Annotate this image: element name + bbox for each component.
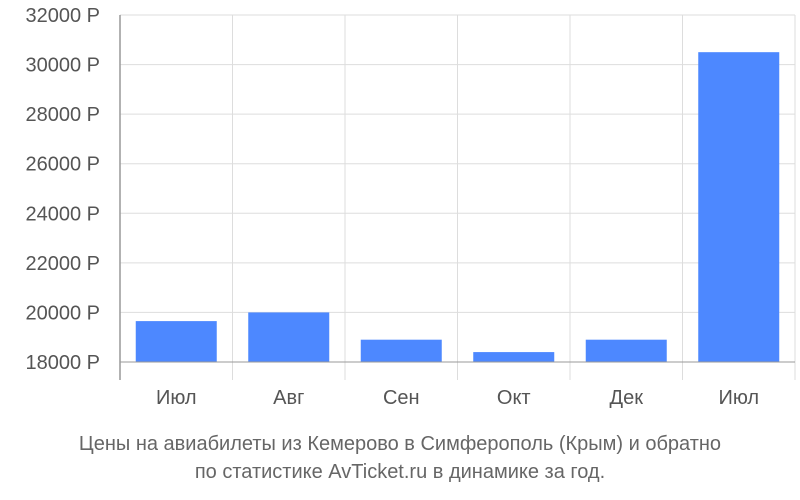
y-tick-labels: 18000 Р 20000 Р 22000 Р 24000 Р 26000 Р 28000… <box>25 5 100 374</box>
x-tick-label: Сен <box>383 387 420 409</box>
y-tick-label: 30000 Р <box>25 55 100 77</box>
chart-caption: Цены на авиабилеты из Кемерово в Симферо… <box>0 430 800 486</box>
y-tick-label: 32000 Р <box>25 5 100 27</box>
y-tick-label: 24000 Р <box>25 203 100 225</box>
x-tick-label: Июл <box>718 387 759 409</box>
caption-line-1: Цены на авиабилеты из Кемерово в Симферо… <box>78 433 722 455</box>
y-tick-label: 22000 Р <box>25 253 100 275</box>
bar <box>585 339 667 362</box>
caption-line-2: по статистике AvTicket.ru в динамике за … <box>194 461 606 483</box>
y-tick-label: 26000 Р <box>25 154 100 176</box>
bars <box>135 52 780 363</box>
grid-lines <box>120 14 796 380</box>
x-tick-labels: Июл Авг Сен Окт Дек Июл <box>156 387 759 409</box>
bar <box>698 52 780 363</box>
x-tick-label: Июл <box>156 387 197 409</box>
bar <box>360 339 442 362</box>
x-tick-label: Окт <box>497 387 531 409</box>
y-tick-label: 28000 Р <box>25 104 100 126</box>
y-tick-label: 20000 Р <box>25 302 100 324</box>
bar <box>135 321 217 362</box>
bar <box>473 352 555 362</box>
bar <box>248 312 330 362</box>
x-tick-label: Авг <box>273 387 304 409</box>
x-tick-label: Дек <box>610 387 644 409</box>
axes <box>119 15 795 380</box>
y-tick-label: 18000 Р <box>25 352 100 374</box>
